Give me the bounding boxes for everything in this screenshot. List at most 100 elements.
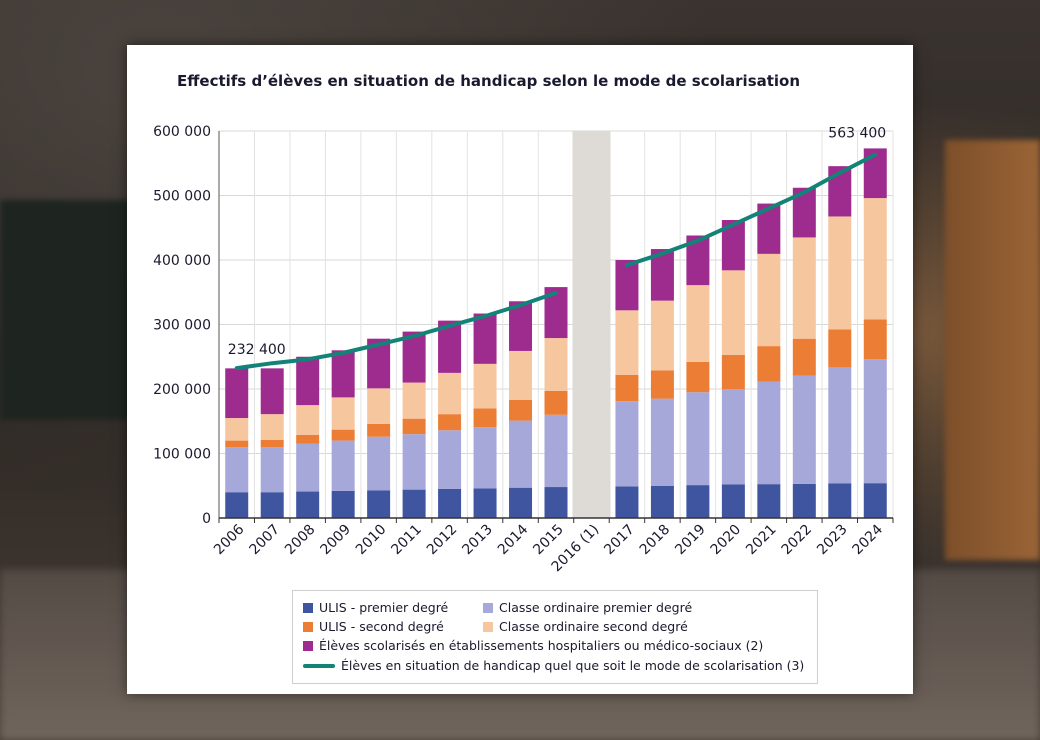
x-tick-label: 2011 [388,522,425,559]
x-tick-label: 2017 [601,522,638,559]
bar-segment-2009-s1 [331,440,355,491]
bar-segment-2010-s2 [367,423,391,437]
bar-segment-2013-s4 [473,313,497,364]
bar-segment-2011-s1 [402,434,426,490]
bar-segment-2014-s3 [509,350,533,400]
bar-segment-2012-s1 [438,430,462,489]
bar-segment-2013-s2 [473,408,497,428]
legend-item-classe-premier: Classe ordinaire premier degré [483,600,692,615]
bar-segment-2019-s2 [686,361,710,393]
x-tick-label: 2020 [708,522,745,559]
bar-segment-2006-s2 [225,440,249,448]
legend-label: Classe ordinaire premier degré [499,600,693,615]
bar-segment-2023-s4 [828,166,852,217]
y-tick-label: 200 000 [153,382,211,398]
y-tick-label: 500 000 [153,189,211,205]
y-tick-label: 100 000 [153,447,211,463]
bar-segment-2022-s4 [792,187,816,238]
bar-segment-2007-s2 [260,439,284,448]
legend-swatch [483,621,493,632]
bar-segment-2011-s4 [402,331,426,383]
bar-segment-2013-s3 [473,363,497,409]
bar-segment-2021-s4 [757,203,781,254]
bar-segment-2008-s0 [296,491,320,518]
bar-segment-2012-s0 [438,488,462,518]
y-tick-label: 0 [202,511,211,527]
x-tick-label: 2014 [495,521,532,558]
bar-segment-2014-s4 [509,301,533,351]
legend-label: ULIS - second degré [319,619,444,634]
bar-segment-2018-s1 [650,398,674,486]
legend-label: Classe ordinaire second degré [499,619,688,634]
bar-segment-2011-s0 [402,489,426,518]
bar-segment-2006-s1 [225,447,249,493]
legend-item-medico-sociaux: Élèves scolarisés en établissements hosp… [303,638,763,653]
bar-segment-2008-s1 [296,443,320,492]
legend-label: ULIS - premier degré [319,600,449,615]
legend-item-total-line: Élèves en situation de handicap quel que… [303,658,804,673]
bar-segment-2006-s3 [225,418,249,441]
bar-segment-2021-s1 [757,381,781,485]
bar-segment-2017-s3 [615,310,639,375]
legend-label: Élèves en situation de handicap quel que… [341,658,805,673]
total-line-segment-1 [234,290,558,371]
x-tick-label: 2018 [637,522,674,559]
bar-segment-2015-s2 [544,390,568,415]
bar-segment-2012-s2 [438,414,462,431]
bar-segment-2010-s1 [367,436,391,491]
x-tick-label: 2019 [672,522,709,559]
x-tick-label: 2009 [317,522,354,559]
bar-segment-2009-s4 [331,350,355,398]
x-tick-label: 2024 [850,521,887,558]
bar-segment-2023-s3 [828,216,852,330]
blurred-door [945,140,1040,560]
x-tick-label: 2021 [743,522,780,559]
bar-segment-2021-s2 [757,346,781,382]
bar-segment-2020-s2 [721,354,745,389]
bar-segment-2024-s1 [863,359,887,484]
total-line-segment-2 [624,152,878,268]
legend-swatch [303,621,313,632]
x-tick-label: 2007 [247,522,284,559]
bar-segment-2015-s3 [544,338,568,391]
total-line [234,152,878,371]
bar-segment-2006-s4 [225,368,249,419]
shaded-gap [572,131,611,518]
bar-segment-2011-s2 [402,418,426,435]
bar-segment-2019-s4 [686,235,710,286]
bar-segment-2024-s0 [863,483,887,518]
bar-segment-2012-s3 [438,372,462,415]
bar-segment-2015-s4 [544,287,568,339]
x-tick-label: 2012 [424,522,461,559]
bar-segment-2017-s1 [615,401,639,487]
bar-segment-2008-s2 [296,434,320,444]
bar-segment-2009-s2 [331,429,355,441]
bar-segment-2024-s2 [863,319,887,360]
bar-segment-2022-s3 [792,237,816,339]
bar-segment-2022-s2 [792,338,816,376]
bar-segment-2022-s1 [792,375,816,484]
bar-segment-2023-s1 [828,367,852,484]
bar-segment-2010-s3 [367,388,391,424]
bar-segment-2021-s0 [757,484,781,518]
legend-swatch [303,602,313,613]
bars [225,148,887,518]
bar-segment-2007-s3 [260,414,284,440]
bar-segment-2020-s4 [721,220,745,271]
bar-segment-2017-s2 [615,374,639,402]
y-tick-label: 400 000 [153,253,211,269]
legend-label: Élèves scolarisés en établissements hosp… [319,638,764,653]
legend-swatch [303,640,313,651]
bar-segment-2015-s0 [544,487,568,518]
bar-segment-2022-s0 [792,483,816,518]
y-tick-label: 300 000 [153,318,211,334]
legend-line-swatch [303,663,335,668]
bar-segment-2017-s4 [615,260,639,311]
bar-segment-2018-s0 [650,485,674,518]
x-tick-label: 2010 [353,522,390,559]
bar-segment-2009-s3 [331,397,355,430]
legend-item-ulis-second: ULIS - second degré [303,619,444,634]
bar-segment-2018-s4 [650,249,674,301]
y-tick-label: 600 000 [153,124,211,140]
bar-segment-2015-s1 [544,414,568,488]
